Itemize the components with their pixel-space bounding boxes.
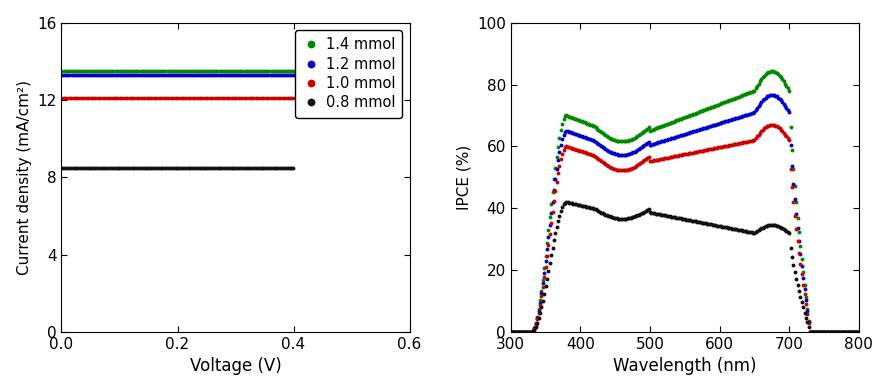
- 1.4 mmol: [216, 69, 227, 73]
- 1.4 mmol: [272, 69, 283, 73]
- 1.2 mmol: [305, 73, 316, 77]
- X-axis label: Wavelength (nm): Wavelength (nm): [613, 358, 756, 375]
- 1.4 mmol: [117, 69, 127, 73]
- 1.2 mmol: [120, 73, 131, 77]
- 1.0 mmol: [243, 96, 254, 100]
- X-axis label: Voltage (V): Voltage (V): [190, 358, 281, 375]
- Y-axis label: IPCE (%): IPCE (%): [457, 145, 472, 210]
- Line: 1.4 mmol: 1.4 mmol: [60, 69, 321, 73]
- 1.2 mmol: [56, 73, 67, 77]
- 0.8 mmol: [288, 165, 299, 170]
- Line: 1.0 mmol: 1.0 mmol: [60, 96, 365, 100]
- 0.8 mmol: [273, 165, 284, 170]
- Line: 1.2 mmol: 1.2 mmol: [60, 73, 312, 77]
- 1.4 mmol: [56, 69, 67, 73]
- 0.8 mmol: [110, 165, 121, 170]
- 1.2 mmol: [115, 73, 125, 77]
- 1.0 mmol: [316, 96, 327, 100]
- 1.2 mmol: [265, 73, 276, 77]
- Line: 0.8 mmol: 0.8 mmol: [60, 166, 295, 170]
- 1.0 mmol: [134, 96, 144, 100]
- 1.2 mmol: [271, 73, 282, 77]
- 1.4 mmol: [279, 69, 289, 73]
- 0.8 mmol: [251, 165, 262, 170]
- 1.0 mmol: [56, 96, 67, 100]
- 1.0 mmol: [309, 96, 320, 100]
- 1.0 mmol: [126, 96, 137, 100]
- Y-axis label: Current density (mA/cm²): Current density (mA/cm²): [17, 80, 32, 275]
- 1.4 mmol: [123, 69, 134, 73]
- 0.8 mmol: [56, 165, 67, 170]
- 1.4 mmol: [314, 69, 325, 73]
- 1.2 mmol: [289, 73, 300, 77]
- 0.8 mmol: [116, 165, 126, 170]
- 1.4 mmol: [297, 69, 308, 73]
- 1.2 mmol: [211, 73, 222, 77]
- 1.0 mmol: [338, 96, 349, 100]
- 0.8 mmol: [256, 165, 267, 170]
- 1.0 mmol: [358, 96, 368, 100]
- Legend: 1.4 mmol, 1.2 mmol, 1.0 mmol, 0.8 mmol: 1.4 mmol, 1.2 mmol, 1.0 mmol, 0.8 mmol: [295, 30, 402, 118]
- 0.8 mmol: [200, 165, 211, 170]
